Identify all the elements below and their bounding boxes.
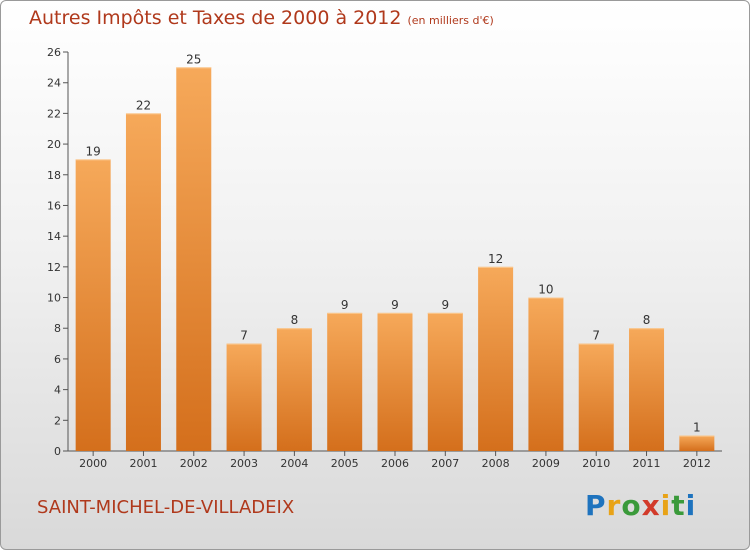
y-tick-label: 12 (47, 261, 61, 274)
bar (478, 266, 514, 451)
bar (578, 343, 614, 451)
chart-unit: (en milliers d'€) (407, 14, 494, 27)
y-tick-label: 22 (47, 107, 61, 120)
bar (377, 312, 413, 451)
x-tick-label: 2012 (683, 457, 711, 470)
value-label: 7 (240, 329, 248, 343)
bar (528, 297, 564, 451)
value-label: 9 (441, 298, 449, 312)
chart-title: Autres Impôts et Taxes de 2000 à 2012 (en… (29, 7, 494, 29)
bar (75, 159, 111, 451)
y-tick-label: 4 (54, 384, 61, 397)
y-tick-label: 6 (54, 353, 61, 366)
x-tick-label: 2010 (582, 457, 610, 470)
bar (276, 328, 312, 451)
y-tick-label: 14 (47, 230, 61, 243)
bar (125, 113, 161, 451)
bar (327, 312, 363, 451)
x-tick-label: 2008 (482, 457, 510, 470)
y-tick-label: 18 (47, 169, 61, 182)
y-tick-label: 24 (47, 77, 61, 90)
y-tick-label: 26 (47, 46, 61, 59)
y-tick-label: 10 (47, 292, 61, 305)
value-label: 22 (136, 98, 151, 112)
chart-title-text: Autres Impôts et Taxes de 2000 à 2012 (29, 7, 402, 29)
bar (176, 67, 212, 451)
y-tick-label: 20 (47, 138, 61, 151)
x-tick-label: 2005 (331, 457, 359, 470)
bar (226, 343, 262, 451)
y-tick-label: 16 (47, 199, 61, 212)
x-tick-label: 2006 (381, 457, 409, 470)
x-tick-label: 2001 (129, 457, 157, 470)
bar (629, 328, 665, 451)
labels: 19 2000 22 2001 25 2002 7 2003 8 2004 9 2005 9 2006 9 2… (79, 52, 711, 470)
value-label: 9 (341, 298, 349, 312)
value-label: 12 (488, 252, 503, 266)
bar (427, 312, 463, 451)
value-label: 7 (592, 329, 600, 343)
value-label: 8 (291, 313, 299, 327)
x-tick-label: 2009 (532, 457, 560, 470)
value-label: 9 (391, 298, 399, 312)
value-label: 19 (86, 144, 101, 158)
bar (679, 435, 715, 451)
x-tick-label: 2011 (633, 457, 661, 470)
y-tick-label: 8 (54, 322, 61, 335)
y-tick-label: 2 (54, 414, 61, 427)
x-tick-label: 2003 (230, 457, 258, 470)
value-label: 25 (186, 52, 201, 66)
x-tick-label: 2000 (79, 457, 107, 470)
x-tick-label: 2007 (431, 457, 459, 470)
y-tick-label: 0 (54, 445, 61, 458)
city-name: SAINT-MICHEL-DE-VILLADEIX (37, 497, 295, 518)
x-tick-label: 2004 (280, 457, 308, 470)
proxiti-logo: Proxiti (585, 489, 697, 522)
x-tick-label: 2002 (180, 457, 208, 470)
bars (75, 67, 715, 451)
value-label: 1 (693, 421, 701, 435)
value-label: 8 (643, 313, 651, 327)
value-label: 10 (538, 283, 553, 297)
